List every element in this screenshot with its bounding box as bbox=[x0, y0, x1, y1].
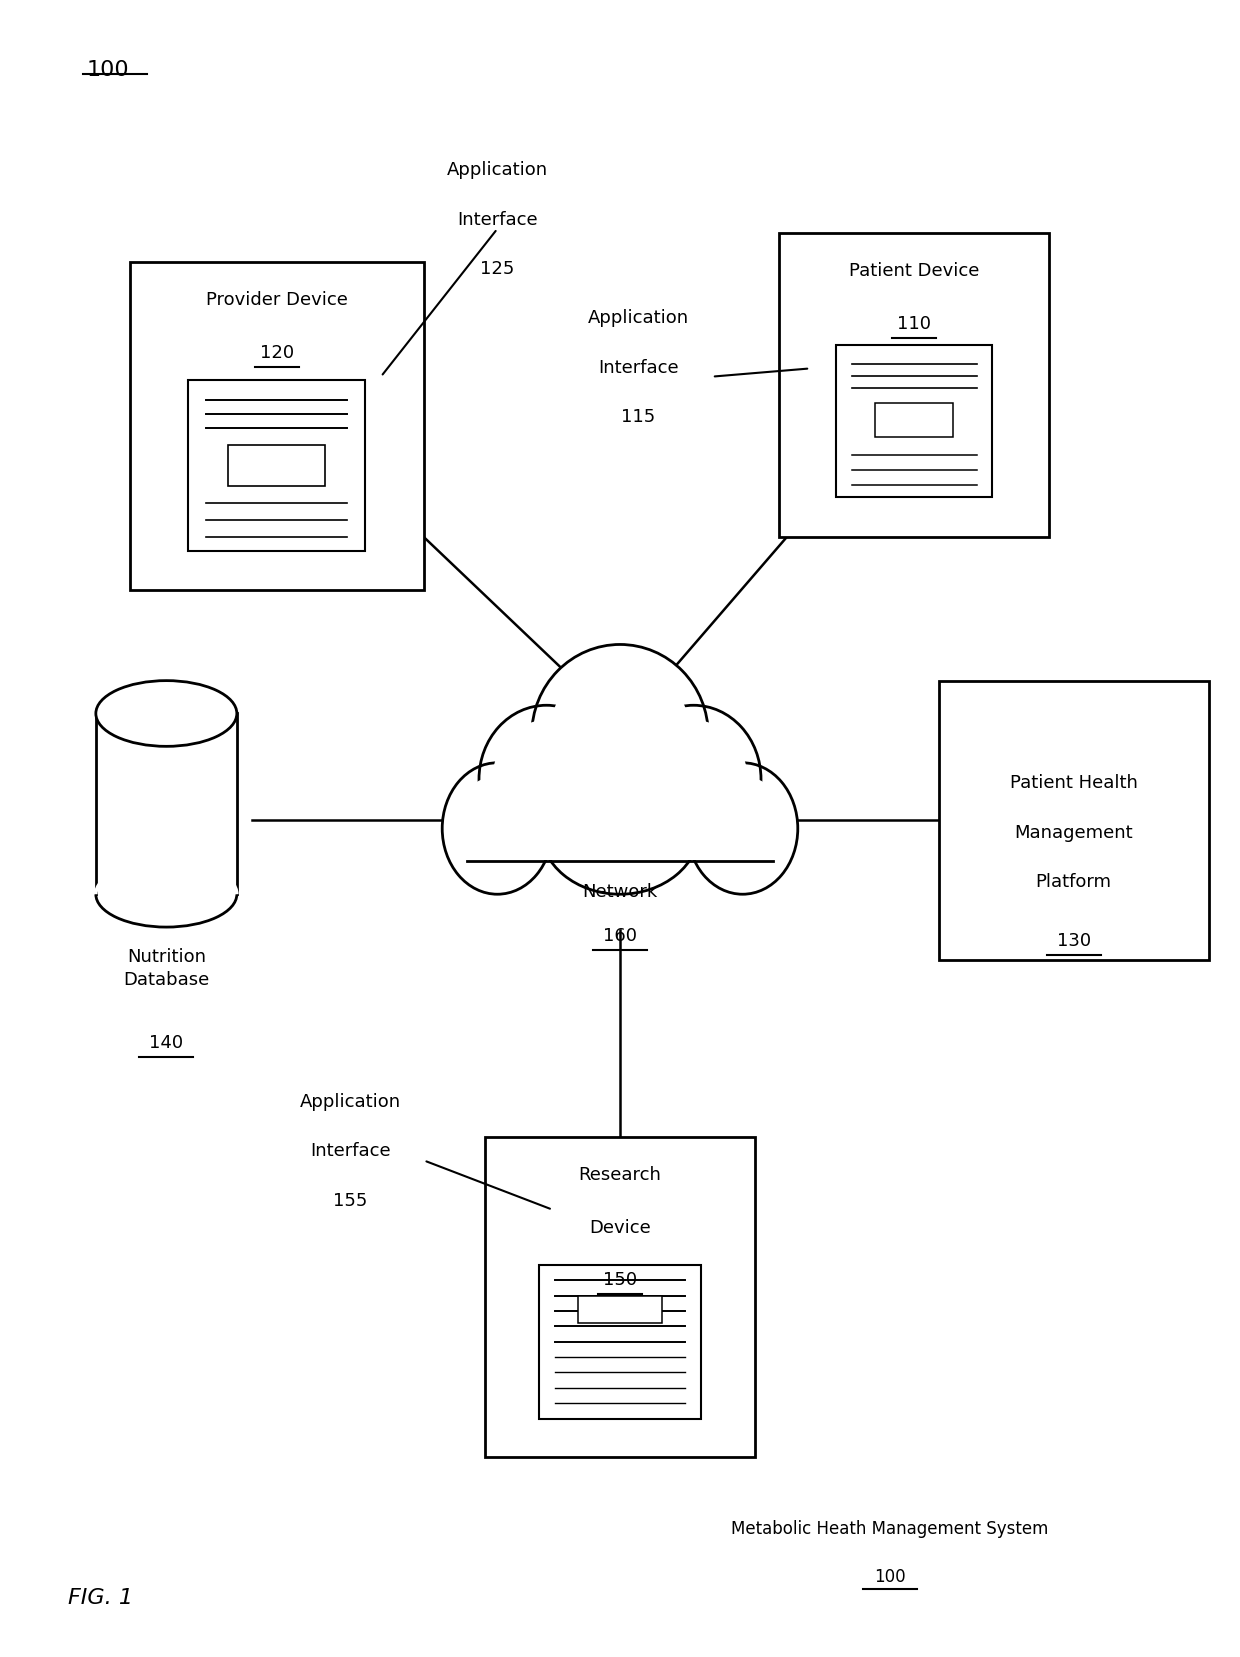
FancyBboxPatch shape bbox=[129, 262, 424, 590]
Text: Network: Network bbox=[583, 883, 657, 901]
FancyBboxPatch shape bbox=[780, 234, 1049, 537]
Ellipse shape bbox=[557, 775, 683, 882]
FancyBboxPatch shape bbox=[539, 1264, 701, 1418]
Ellipse shape bbox=[479, 706, 614, 853]
Ellipse shape bbox=[443, 762, 553, 895]
Ellipse shape bbox=[626, 706, 761, 853]
Text: 160: 160 bbox=[603, 926, 637, 944]
FancyBboxPatch shape bbox=[228, 444, 325, 486]
Text: 100: 100 bbox=[87, 60, 129, 80]
Text: Device: Device bbox=[589, 1220, 651, 1236]
Text: Provider Device: Provider Device bbox=[206, 292, 347, 310]
FancyBboxPatch shape bbox=[836, 345, 992, 497]
Text: Metabolic Heath Management System: Metabolic Heath Management System bbox=[732, 1521, 1049, 1538]
FancyBboxPatch shape bbox=[939, 681, 1209, 959]
Text: Patient Device: Patient Device bbox=[849, 262, 980, 280]
Ellipse shape bbox=[454, 775, 542, 882]
Text: Research: Research bbox=[579, 1167, 661, 1185]
Text: 110: 110 bbox=[898, 315, 931, 333]
Text: 155: 155 bbox=[334, 1191, 367, 1210]
Ellipse shape bbox=[698, 775, 786, 882]
Ellipse shape bbox=[640, 721, 748, 838]
Text: 120: 120 bbox=[259, 343, 294, 361]
Text: 100: 100 bbox=[874, 1568, 905, 1586]
Ellipse shape bbox=[541, 762, 699, 895]
Ellipse shape bbox=[95, 681, 237, 746]
Text: 140: 140 bbox=[149, 1034, 184, 1052]
Text: Interface: Interface bbox=[310, 1142, 391, 1160]
FancyBboxPatch shape bbox=[578, 1296, 662, 1324]
FancyBboxPatch shape bbox=[485, 1137, 755, 1457]
Ellipse shape bbox=[492, 721, 600, 838]
Ellipse shape bbox=[549, 663, 691, 807]
Text: Platform: Platform bbox=[1035, 873, 1112, 891]
Text: Patient Health: Patient Health bbox=[1009, 774, 1137, 792]
Text: Application: Application bbox=[588, 310, 689, 328]
Text: 115: 115 bbox=[621, 408, 656, 426]
Text: 125: 125 bbox=[480, 260, 515, 278]
Text: Application: Application bbox=[446, 161, 548, 179]
Text: 130: 130 bbox=[1056, 931, 1091, 949]
FancyBboxPatch shape bbox=[188, 379, 365, 550]
Text: Management: Management bbox=[1014, 824, 1133, 842]
FancyBboxPatch shape bbox=[466, 820, 774, 862]
Ellipse shape bbox=[532, 645, 708, 825]
Text: Interface: Interface bbox=[458, 210, 538, 229]
FancyBboxPatch shape bbox=[95, 714, 237, 895]
Ellipse shape bbox=[687, 762, 797, 895]
Text: Interface: Interface bbox=[598, 358, 678, 376]
Text: FIG. 1: FIG. 1 bbox=[68, 1587, 133, 1607]
Text: 150: 150 bbox=[603, 1271, 637, 1289]
FancyBboxPatch shape bbox=[469, 824, 771, 860]
Text: Nutrition
Database: Nutrition Database bbox=[123, 948, 210, 989]
FancyBboxPatch shape bbox=[875, 403, 954, 436]
Text: Application: Application bbox=[300, 1094, 401, 1112]
